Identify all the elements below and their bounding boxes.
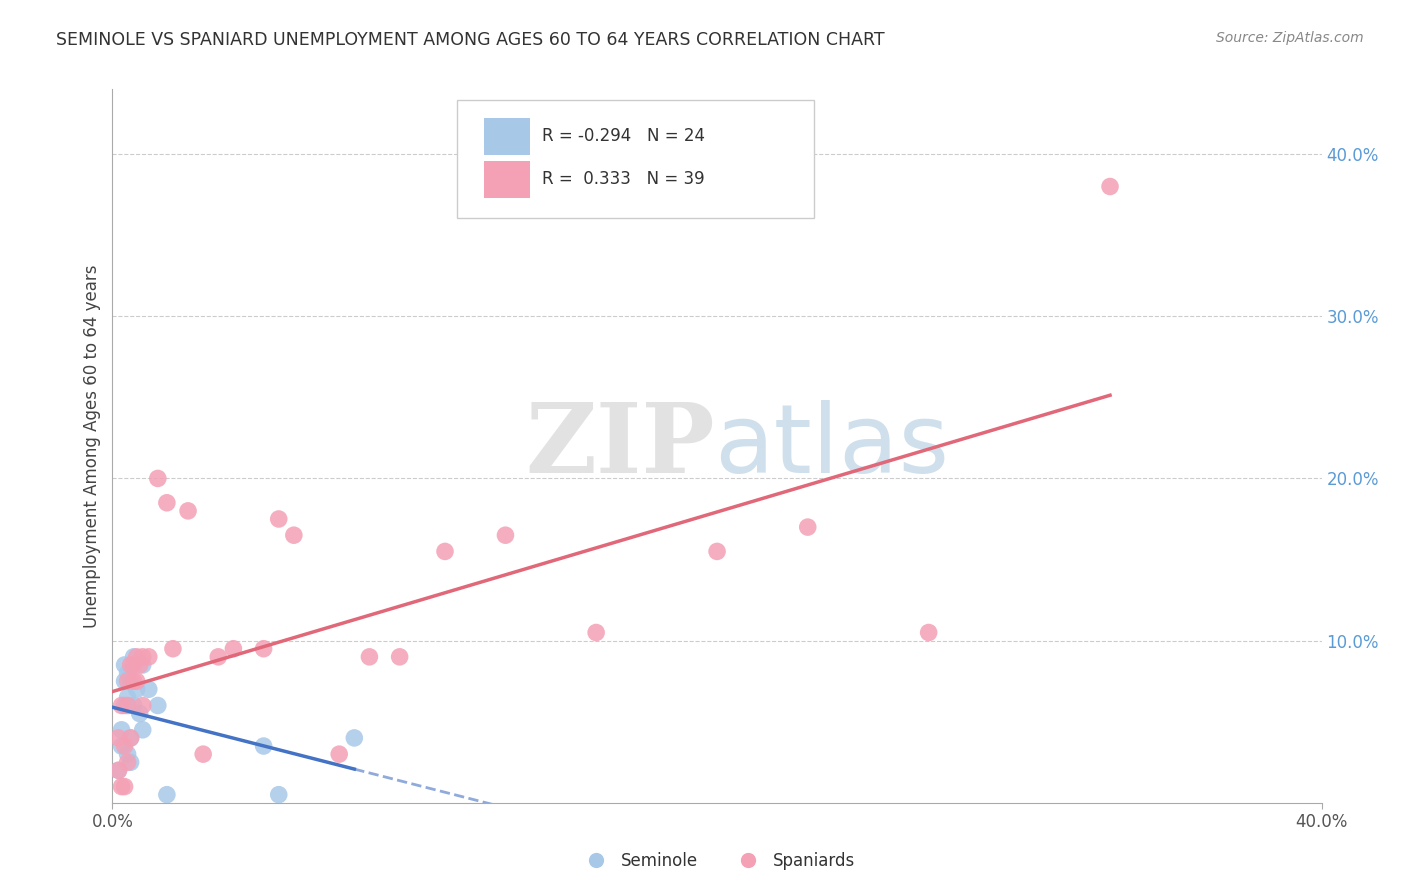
Point xyxy=(156,788,179,802)
Bar xyxy=(484,118,530,155)
Point xyxy=(110,723,132,737)
Point xyxy=(122,657,145,672)
Point xyxy=(125,682,148,697)
Point xyxy=(117,690,139,705)
Point xyxy=(120,731,142,745)
Point xyxy=(120,657,142,672)
Point xyxy=(1098,179,1121,194)
Point xyxy=(117,747,139,761)
Text: R = -0.294   N = 24: R = -0.294 N = 24 xyxy=(541,128,704,145)
Point xyxy=(114,698,136,713)
Y-axis label: Unemployment Among Ages 60 to 64 years: Unemployment Among Ages 60 to 64 years xyxy=(83,264,101,628)
Point xyxy=(120,756,142,770)
Text: R =  0.333   N = 39: R = 0.333 N = 39 xyxy=(541,170,704,188)
Point xyxy=(267,788,290,802)
Point xyxy=(918,625,941,640)
Point xyxy=(138,649,160,664)
Point xyxy=(706,544,728,558)
Point xyxy=(128,706,150,721)
Point xyxy=(114,739,136,753)
Point xyxy=(132,649,155,664)
Point xyxy=(125,674,148,689)
Point xyxy=(138,682,160,697)
Point xyxy=(110,698,132,713)
Point xyxy=(107,764,129,778)
Point xyxy=(585,625,607,640)
Point xyxy=(796,520,818,534)
Point xyxy=(388,649,411,664)
Point xyxy=(146,698,169,713)
Point xyxy=(283,528,305,542)
Point xyxy=(117,698,139,713)
Point xyxy=(222,641,245,656)
Point xyxy=(117,674,139,689)
Point xyxy=(110,780,132,794)
Point xyxy=(128,657,150,672)
FancyBboxPatch shape xyxy=(457,100,814,218)
Point xyxy=(114,780,136,794)
Point xyxy=(328,747,350,761)
Point xyxy=(267,512,290,526)
Legend: Seminole, Spaniards: Seminole, Spaniards xyxy=(572,846,862,877)
Text: atlas: atlas xyxy=(714,400,949,492)
Point xyxy=(132,657,155,672)
Point xyxy=(117,756,139,770)
Point xyxy=(253,739,276,753)
Text: SEMINOLE VS SPANIARD UNEMPLOYMENT AMONG AGES 60 TO 64 YEARS CORRELATION CHART: SEMINOLE VS SPANIARD UNEMPLOYMENT AMONG … xyxy=(56,31,884,49)
Point xyxy=(156,496,179,510)
Point xyxy=(107,764,129,778)
Point xyxy=(495,528,517,542)
Point xyxy=(120,674,142,689)
Point xyxy=(107,731,129,745)
Point xyxy=(359,649,381,664)
Point xyxy=(146,471,169,485)
Point xyxy=(114,674,136,689)
Text: ZIP: ZIP xyxy=(526,399,716,493)
Point xyxy=(117,666,139,681)
Bar xyxy=(484,161,530,198)
Point xyxy=(132,698,155,713)
Point xyxy=(122,674,145,689)
Point xyxy=(207,649,229,664)
Point xyxy=(114,657,136,672)
Point xyxy=(191,747,214,761)
Point xyxy=(125,649,148,664)
Point xyxy=(122,649,145,664)
Point xyxy=(177,504,200,518)
Point xyxy=(162,641,184,656)
Point xyxy=(433,544,456,558)
Point xyxy=(110,739,132,753)
Point xyxy=(343,731,366,745)
Text: Source: ZipAtlas.com: Source: ZipAtlas.com xyxy=(1216,31,1364,45)
Point xyxy=(122,698,145,713)
Point xyxy=(120,731,142,745)
Point xyxy=(132,723,155,737)
Point xyxy=(253,641,276,656)
